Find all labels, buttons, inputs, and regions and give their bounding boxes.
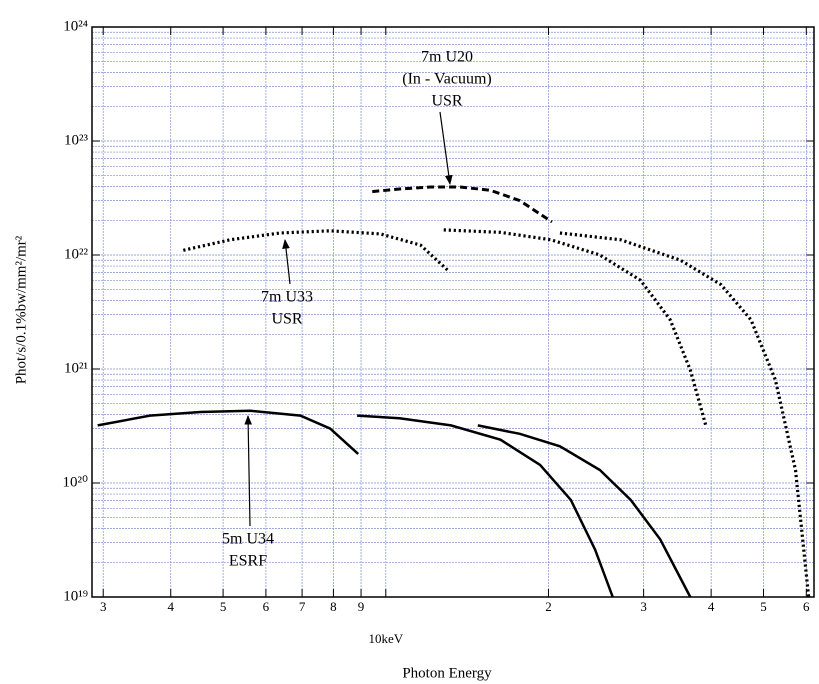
series-line [477, 424, 692, 598]
y-tick-label: 10²³ [64, 132, 88, 148]
x-tick-label: 8 [330, 599, 337, 614]
x-tick-label: 6 [803, 599, 810, 614]
series-line [357, 414, 614, 598]
annotation: 7m U20 [421, 49, 473, 66]
x-tick-label: 7 [299, 599, 306, 614]
x-axis-label: Photon Energy [402, 665, 492, 681]
annotation: 5m U34 [222, 531, 274, 548]
x-tick-label: 3 [640, 599, 647, 614]
y-tick-label: 10²⁰ [62, 474, 88, 490]
x-tick-label: 9 [358, 599, 365, 614]
annotation-arrow [282, 239, 291, 285]
series-line [372, 185, 553, 224]
x-tick-label: 4 [708, 599, 715, 614]
annotation: 7m U33 [261, 289, 313, 306]
x-tick-label: 4 [167, 599, 174, 614]
x-tick-label: 2 [545, 599, 552, 614]
y-tick-label: 10¹⁹ [63, 588, 88, 604]
series-line [97, 409, 360, 455]
y-axis-label: Phot/s/0.1%bw/mm²/mr² [13, 235, 29, 384]
y-tick-label: 10²¹ [64, 360, 88, 376]
series-line [182, 229, 449, 272]
x-tick-label: 6 [263, 599, 270, 614]
x-tick-label: 3 [100, 599, 107, 614]
plot-frame [91, 26, 815, 598]
annotation: ESRF [229, 553, 267, 570]
series-line [443, 228, 708, 426]
x-tick-label: 10keV [368, 631, 403, 646]
series-line [559, 231, 811, 598]
x-tick-label: 5 [760, 599, 767, 614]
annotation: (In - Vacuum) [402, 71, 491, 88]
x-tick-label: 5 [220, 599, 227, 614]
annotation-arrow [244, 415, 252, 527]
annotation-arrow [439, 111, 453, 185]
y-tick-label: 10²² [64, 246, 88, 262]
annotation: USR [271, 311, 302, 328]
annotation: USR [431, 93, 462, 110]
y-tick-label: 10²⁴ [63, 18, 88, 34]
